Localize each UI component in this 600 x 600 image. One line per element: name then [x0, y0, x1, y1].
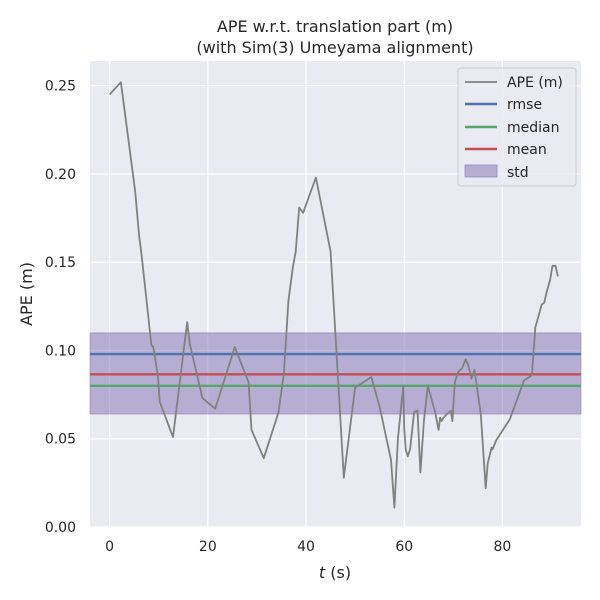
statistic-lines [90, 352, 581, 387]
ape-series-line [108, 81, 559, 509]
y-tick-label: 0.20 [45, 167, 76, 183]
x-tick-label: 40 [297, 539, 315, 555]
x-axis-label-unit: (s) [325, 563, 351, 582]
legend-swatch-std [464, 164, 498, 178]
x-tick-label: 20 [199, 539, 217, 555]
legend-label-rmse: rmse [507, 97, 542, 113]
x-axis-label-var: t [319, 563, 326, 582]
legend-label-mean: mean [507, 142, 547, 158]
x-tick-label: 80 [494, 539, 512, 555]
y-tick-label: 0.15 [45, 255, 76, 271]
legend-label-ape: APE (m) [507, 75, 563, 91]
x-tick-label: 60 [395, 539, 413, 555]
y-tick-label: 0.25 [45, 79, 76, 95]
legend: APE (m) rmse median mean std [457, 67, 577, 187]
y-axis-label: APE (m) [17, 262, 36, 326]
chart-title: APE w.r.t. translation part (m) [217, 17, 453, 36]
series-lines [108, 81, 559, 509]
y-tick-label: 0.00 [45, 520, 76, 536]
x-tick-label: 0 [105, 539, 114, 555]
legend-label-std: std [507, 165, 529, 181]
y-tick-label: 0.10 [45, 343, 76, 359]
legend-frame [457, 67, 577, 187]
legend-label-median: median [507, 120, 559, 136]
chart-subtitle: (with Sim(3) Umeyama alignment) [196, 38, 473, 57]
y-tick-label: 0.05 [45, 432, 76, 448]
x-axis-label: t (s) [319, 563, 351, 582]
tick-labels: 0 20 40 60 80 0.00 0.05 0.10 0.15 0.20 0.25 [45, 79, 512, 555]
